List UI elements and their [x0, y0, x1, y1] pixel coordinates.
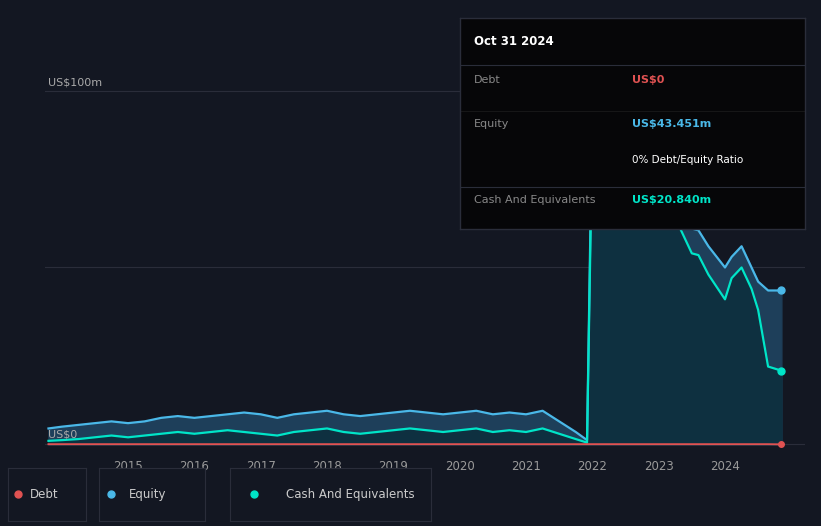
Text: Debt: Debt	[30, 488, 58, 501]
Text: 0% Debt/Equity Ratio: 0% Debt/Equity Ratio	[632, 155, 744, 165]
Text: US$43.451m: US$43.451m	[632, 119, 712, 129]
Text: Oct 31 2024: Oct 31 2024	[474, 35, 553, 48]
Text: Debt: Debt	[474, 75, 500, 85]
Text: US$20.840m: US$20.840m	[632, 195, 711, 205]
Text: Cash And Equivalents: Cash And Equivalents	[287, 488, 415, 501]
Text: US$0: US$0	[632, 75, 664, 85]
Text: Cash And Equivalents: Cash And Equivalents	[474, 195, 595, 205]
Text: US$0: US$0	[48, 429, 78, 439]
Text: US$100m: US$100m	[48, 77, 103, 87]
Text: Equity: Equity	[474, 119, 509, 129]
Text: Equity: Equity	[128, 488, 166, 501]
